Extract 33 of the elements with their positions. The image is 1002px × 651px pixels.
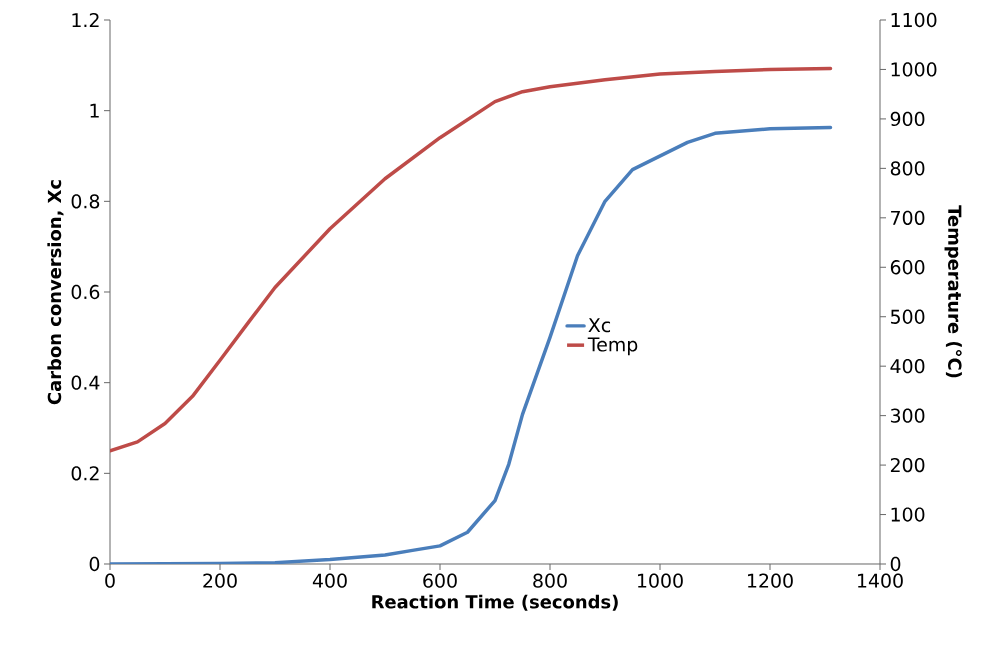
x-tick-label: 1200 xyxy=(748,573,793,588)
y-tick-label: 1 xyxy=(90,103,99,118)
y2-tick-label: 100 xyxy=(891,507,925,522)
x-tick-label: 400 xyxy=(312,573,347,588)
y-tick-label: 0.6 xyxy=(71,284,100,300)
x-tick-label: 200 xyxy=(203,573,237,588)
y-tick-label: 1.2 xyxy=(72,12,99,28)
y2-tick-label: 300 xyxy=(890,408,925,423)
legend-label: Temp xyxy=(587,337,638,356)
y-tick-label: 0.4 xyxy=(71,375,100,390)
y2-tick-label: 1000 xyxy=(891,62,937,77)
x-tick-label: 800 xyxy=(533,573,567,588)
y2-tick-label: 200 xyxy=(890,457,925,473)
y2-tick-label: 800 xyxy=(890,161,925,176)
y2-tick-label: 500 xyxy=(890,309,925,324)
y2-tick-label: 400 xyxy=(890,359,925,374)
x-axis-title: Reaction Time (seconds) xyxy=(372,594,618,611)
legend-label: Xc xyxy=(588,318,611,333)
y2-tick-label: 1100 xyxy=(891,12,937,28)
y2-axis-title: Temperature (°C) xyxy=(944,205,962,378)
y2-tick-label: 600 xyxy=(890,260,925,275)
y2-tick-label: 0 xyxy=(890,556,901,572)
line-series xyxy=(110,66,833,453)
y2-tick-label: 900 xyxy=(890,111,925,127)
x-tick-label: 1000 xyxy=(638,573,683,588)
y-axis-title: Carbon conversion, Xc xyxy=(47,180,64,405)
y-tick-label: 0 xyxy=(89,556,100,572)
x-tick-label: 1400 xyxy=(858,573,903,588)
x-tick-label: 0 xyxy=(105,573,115,588)
y-tick-label: 0.2 xyxy=(71,466,99,481)
y2-tick-label: 700 xyxy=(891,210,925,225)
y-tick-label: 0.8 xyxy=(71,194,100,209)
x-tick-label: 600 xyxy=(423,573,457,588)
